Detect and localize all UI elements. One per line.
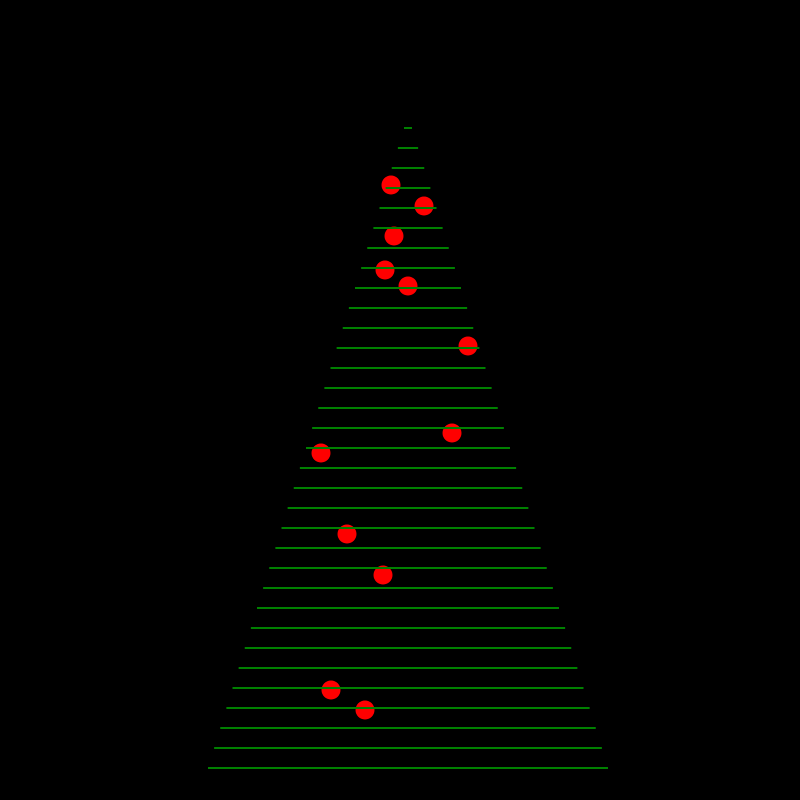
red-dot[interactable]: [442, 423, 462, 443]
red-dot[interactable]: [337, 524, 357, 544]
red-dot[interactable]: [355, 700, 375, 720]
red-dot[interactable]: [414, 196, 434, 216]
red-dot[interactable]: [321, 680, 341, 700]
red-dot[interactable]: [398, 276, 418, 296]
red-dot[interactable]: [375, 260, 395, 280]
red-dot[interactable]: [311, 443, 331, 463]
red-dot[interactable]: [458, 336, 478, 356]
lines-layer: [208, 127, 608, 769]
red-dot[interactable]: [373, 565, 393, 585]
red-dot[interactable]: [384, 226, 404, 246]
red-dot[interactable]: [381, 175, 401, 195]
